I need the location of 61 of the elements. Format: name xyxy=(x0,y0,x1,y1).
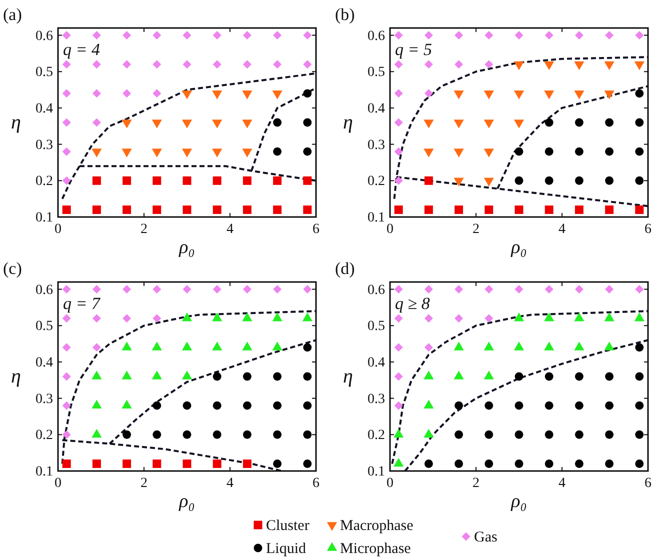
x-tick-label: 2 xyxy=(140,222,148,237)
legend-label: Cluster xyxy=(266,518,310,534)
x-tick-label: 6 xyxy=(312,476,320,491)
x-axis-title: ρ₀ xyxy=(510,491,527,512)
x-tick-label: 4 xyxy=(558,222,566,237)
annotation: q ≥ 8 xyxy=(395,294,430,313)
y-tick-label: 0.5 xyxy=(36,319,53,334)
y-tick-label: 0.6 xyxy=(368,282,385,298)
y-tick-label: 0.1 xyxy=(368,210,385,226)
legend-label: Gas xyxy=(474,530,498,546)
y-tick-label: 0.5 xyxy=(36,65,53,80)
legend-label: Liquid xyxy=(266,541,306,557)
y-tick-label: 0.5 xyxy=(368,319,385,334)
x-tick-label: 4 xyxy=(226,222,234,237)
y-tick-label: 0.6 xyxy=(36,282,53,298)
y-axis-title: η xyxy=(11,112,22,134)
y-tick-label: 0.4 xyxy=(368,355,385,370)
y-tick-label: 0.3 xyxy=(368,138,385,153)
x-axis-title: ρ₀ xyxy=(510,237,527,258)
x-tick-label: 6 xyxy=(644,476,652,491)
y-axis-title: η xyxy=(343,366,354,388)
annotation: q = 4 xyxy=(63,40,100,59)
x-tick-label: 0 xyxy=(54,222,62,237)
x-tick-label: 0 xyxy=(386,222,394,237)
y-tick-label: 0.4 xyxy=(36,355,53,370)
y-tick-label: 0.4 xyxy=(36,101,53,116)
x-tick-label: 2 xyxy=(472,476,480,491)
y-tick-label: 0.2 xyxy=(36,174,53,190)
chart-title: (b) xyxy=(335,5,355,24)
x-tick-label: 6 xyxy=(312,222,320,237)
x-axis-title: ρ₀ xyxy=(178,237,195,258)
y-tick-label: 0.2 xyxy=(36,428,53,444)
annotation: q = 7 xyxy=(63,294,102,313)
chart-title: (a) xyxy=(3,5,22,24)
y-tick-label: 0.3 xyxy=(36,138,53,153)
x-tick-label: 0 xyxy=(386,476,394,491)
y-tick-label: 0.5 xyxy=(368,65,385,80)
y-tick-label: 0.6 xyxy=(368,28,385,44)
y-tick-label: 0.2 xyxy=(368,174,385,190)
x-axis-title: ρ₀ xyxy=(178,491,195,512)
legend-label: Microphase xyxy=(340,541,412,557)
x-tick-label: 4 xyxy=(558,476,566,491)
y-tick-label: 0.3 xyxy=(36,392,53,407)
y-axis-title: η xyxy=(343,112,354,134)
x-tick-label: 2 xyxy=(140,476,148,491)
chart-title: (d) xyxy=(335,259,355,278)
y-axis-title: η xyxy=(11,366,22,388)
y-tick-label: 0.1 xyxy=(36,210,53,226)
y-tick-label: 0.1 xyxy=(36,464,53,480)
annotation: q = 5 xyxy=(395,40,432,59)
chart-title: (c) xyxy=(3,259,22,278)
x-tick-label: 6 xyxy=(644,222,652,237)
y-tick-label: 0.4 xyxy=(368,101,385,116)
y-tick-label: 0.3 xyxy=(368,392,385,407)
x-tick-label: 4 xyxy=(226,476,234,491)
legend-label: Macrophase xyxy=(340,518,414,534)
y-tick-label: 0.6 xyxy=(36,28,53,44)
x-tick-label: 2 xyxy=(472,222,480,237)
y-tick-label: 0.2 xyxy=(368,428,385,444)
x-tick-label: 0 xyxy=(54,476,62,491)
y-tick-label: 0.1 xyxy=(368,464,385,480)
